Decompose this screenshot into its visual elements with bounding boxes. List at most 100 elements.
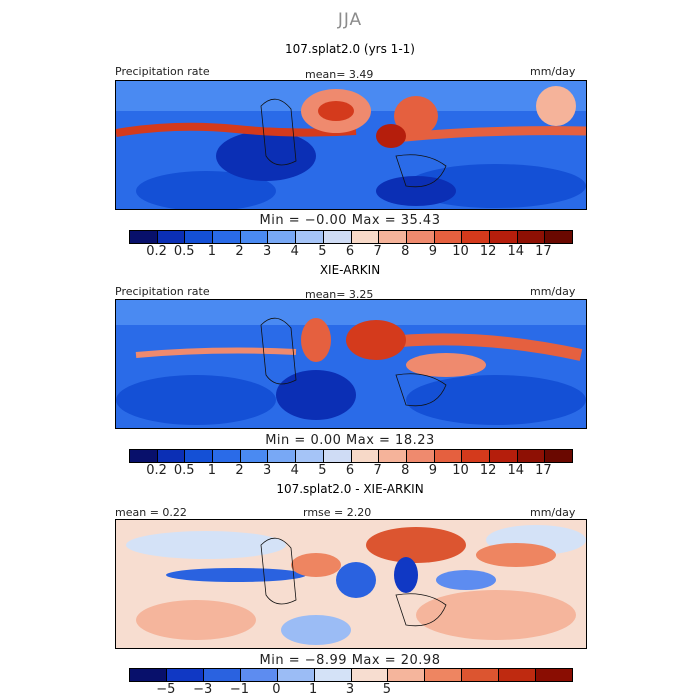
- colorbar-1-tick-label: 1: [207, 244, 217, 259]
- panel-1-units-label: mm/day: [530, 65, 576, 78]
- colorbar-3-ticks: −5 −3 −1 0 1 3 5: [129, 682, 571, 697]
- colorbar-1-swatch: [434, 231, 463, 243]
- colorbar-1-swatch: [406, 231, 435, 243]
- colorbar-1-swatch: [185, 231, 214, 243]
- colorbar-1-swatch: [379, 231, 407, 243]
- panel-1-precip-map: [115, 80, 587, 210]
- colorbar-2-tick-label: 12: [479, 463, 497, 478]
- colorbar-3-swatch: [462, 669, 500, 681]
- colorbar-2-tick-label: 8: [401, 463, 410, 478]
- colorbar-2-swatch: [517, 450, 546, 462]
- colorbar-1-swatch: [240, 231, 269, 243]
- colorbar-2-swatch: [434, 450, 463, 462]
- colorbar-1-swatch: [323, 231, 352, 243]
- colorbar-1: [129, 230, 573, 244]
- panel-1-variable-label: Precipitation rate: [115, 65, 210, 78]
- colorbar-1-tick-label: 4: [290, 244, 299, 259]
- colorbar-3-tick-label: −1: [229, 682, 250, 697]
- colorbar-3-tick-label: −5: [156, 682, 176, 697]
- colorbar-1-swatch: [213, 231, 241, 243]
- colorbar-1-swatch: [489, 231, 518, 243]
- colorbar-2-tick-label: 3: [262, 463, 272, 478]
- colorbar-2: [129, 449, 573, 463]
- colorbar-2-tick-label: 6: [345, 463, 355, 478]
- colorbar-3-swatch: [314, 669, 352, 681]
- panel-3-difference-map: [115, 519, 587, 649]
- colorbar-3-swatch: [536, 669, 573, 681]
- colorbar-3-tick-label: −3: [193, 682, 213, 697]
- panel-1-title: 107.splat2.0 (yrs 1-1): [285, 42, 415, 56]
- colorbar-2-swatch: [130, 450, 158, 462]
- colorbar-2-swatch: [379, 450, 407, 462]
- colorbar-2-tick-label: 2: [235, 463, 244, 478]
- colorbar-3-tick-label: 1: [309, 682, 318, 697]
- colorbar-2-tick-label: 5: [318, 463, 327, 478]
- colorbar-3-swatch: [425, 669, 463, 681]
- colorbar-1-swatch: [157, 231, 186, 243]
- colorbar-1-tick-label: 0.2: [146, 244, 167, 259]
- panel-3-min-max: Min = −8.99 Max = 20.98: [259, 653, 441, 668]
- panel-2-units-label: mm/day: [530, 285, 576, 298]
- colorbar-1-swatch: [545, 231, 572, 243]
- colorbar-2-swatch: [351, 450, 380, 462]
- panel-2-mean-label: mean= 3.25: [305, 288, 374, 301]
- panel-2-title: XIE-ARKIN: [319, 263, 381, 277]
- colorbar-2-swatch: [545, 450, 572, 462]
- season-title: JJA: [337, 10, 363, 30]
- panel-3-units-label: mm/day: [530, 506, 576, 519]
- colorbar-3-swatch: [277, 669, 315, 681]
- panel-2-variable-label: Precipitation rate: [115, 285, 210, 298]
- colorbar-1-tick-label: 3: [262, 244, 272, 259]
- colorbar-2-swatch: [296, 450, 324, 462]
- panel-2-precip-map: [115, 299, 587, 429]
- colorbar-3-tick-label: 3: [345, 682, 355, 697]
- colorbar-2-swatch: [462, 450, 490, 462]
- colorbar-2-tick-label: 4: [290, 463, 299, 478]
- colorbar-1-ticks: 0.2 0.5 1 2 3 4 5 6 7 8 9 10 12 14 17: [129, 244, 571, 259]
- colorbar-3-swatch: [203, 669, 241, 681]
- panel-3-mean-label: mean = 0.22: [115, 506, 187, 519]
- colorbar-3-swatch: [351, 669, 389, 681]
- colorbar-3-swatch: [240, 669, 278, 681]
- colorbar-2-tick-label: 17: [535, 463, 552, 478]
- colorbar-2-tick-label: 10: [452, 463, 469, 478]
- panel-2-min-max: Min = 0.00 Max = 18.23: [265, 433, 435, 448]
- colorbar-3-swatch: [130, 669, 167, 681]
- panel-1-min-max: Min = −0.00 Max = 35.43: [259, 213, 441, 228]
- colorbar-3-swatch: [166, 669, 204, 681]
- colorbar-1-swatch: [351, 231, 380, 243]
- panel-1-mean-label: mean= 3.49: [305, 68, 374, 81]
- colorbar-1-tick-label: 10: [452, 244, 469, 259]
- panel-3-title: 107.splat2.0 - XIE-ARKIN: [276, 482, 424, 496]
- panel-3-rmse-label: rmse = 2.20: [303, 506, 372, 519]
- colorbar-1-swatch: [268, 231, 297, 243]
- colorbar-2-swatch: [185, 450, 214, 462]
- colorbar-1-tick-label: 14: [507, 244, 525, 259]
- colorbar-2-tick-label: 14: [507, 463, 525, 478]
- colorbar-1-tick-label: 2: [235, 244, 244, 259]
- colorbar-3-tick-label: 0: [272, 682, 281, 697]
- colorbar-1-tick-label: 17: [535, 244, 552, 259]
- colorbar-3-swatch: [499, 669, 537, 681]
- colorbar-1-tick-label: 6: [345, 244, 355, 259]
- colorbar-3-tick-label: 5: [382, 682, 391, 697]
- colorbar-2-tick-label: 9: [428, 463, 438, 478]
- colorbar-2-swatch: [157, 450, 186, 462]
- colorbar-1-tick-label: 8: [401, 244, 410, 259]
- colorbar-2-tick-label: 1: [207, 463, 217, 478]
- colorbar-3-swatch: [388, 669, 426, 681]
- colorbar-2-tick-label: 0.5: [173, 463, 195, 478]
- colorbar-1-swatch: [130, 231, 158, 243]
- colorbar-2-swatch: [213, 450, 241, 462]
- colorbar-2-swatch: [323, 450, 352, 462]
- colorbar-2-tick-label: 7: [373, 463, 382, 478]
- colorbar-1-tick-label: 9: [428, 244, 438, 259]
- colorbar-2-swatch: [406, 450, 435, 462]
- colorbar-1-tick-label: 12: [479, 244, 497, 259]
- colorbar-1-swatch: [462, 231, 490, 243]
- colorbar-3: [129, 668, 573, 682]
- colorbar-2-swatch: [240, 450, 269, 462]
- colorbar-1-swatch: [296, 231, 324, 243]
- colorbar-1-tick-label: 7: [373, 244, 382, 259]
- colorbar-1-tick-label: 0.5: [173, 244, 195, 259]
